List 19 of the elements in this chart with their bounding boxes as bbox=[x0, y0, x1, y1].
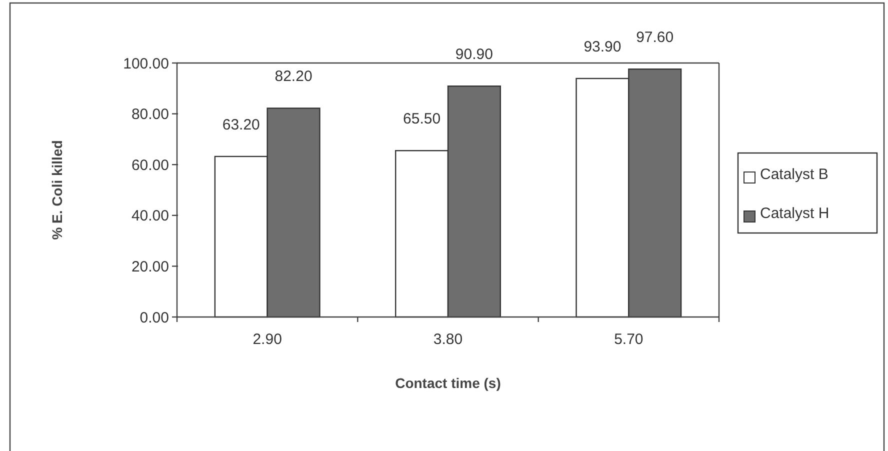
y-tick-label: 80.00 bbox=[131, 106, 169, 124]
data-label: 97.60 bbox=[636, 29, 674, 46]
data-label: 82.20 bbox=[274, 68, 312, 86]
x-tick-label: 3.80 bbox=[433, 331, 463, 348]
y-tick-label: 60.00 bbox=[131, 156, 169, 174]
y-axis-title: % E. Coli killed bbox=[49, 140, 65, 240]
x-tick-label: 2.90 bbox=[252, 331, 282, 348]
data-label: 65.50 bbox=[403, 110, 441, 128]
y-tick-label: 40.00 bbox=[131, 208, 169, 225]
legend-label: Catalyst H bbox=[760, 205, 830, 222]
x-axis-title: Contact time (s) bbox=[395, 375, 501, 391]
x-tick-label: 5.70 bbox=[614, 331, 644, 348]
data-label: 63.20 bbox=[222, 116, 260, 134]
data-label: 90.90 bbox=[455, 46, 493, 64]
data-label: 93.90 bbox=[584, 38, 622, 56]
y-tick-label: 100.00 bbox=[123, 55, 169, 72]
legend-label: Catalyst B bbox=[760, 166, 828, 183]
y-tick-label: 20.00 bbox=[131, 258, 169, 276]
y-tick-label: 0.00 bbox=[140, 309, 169, 326]
